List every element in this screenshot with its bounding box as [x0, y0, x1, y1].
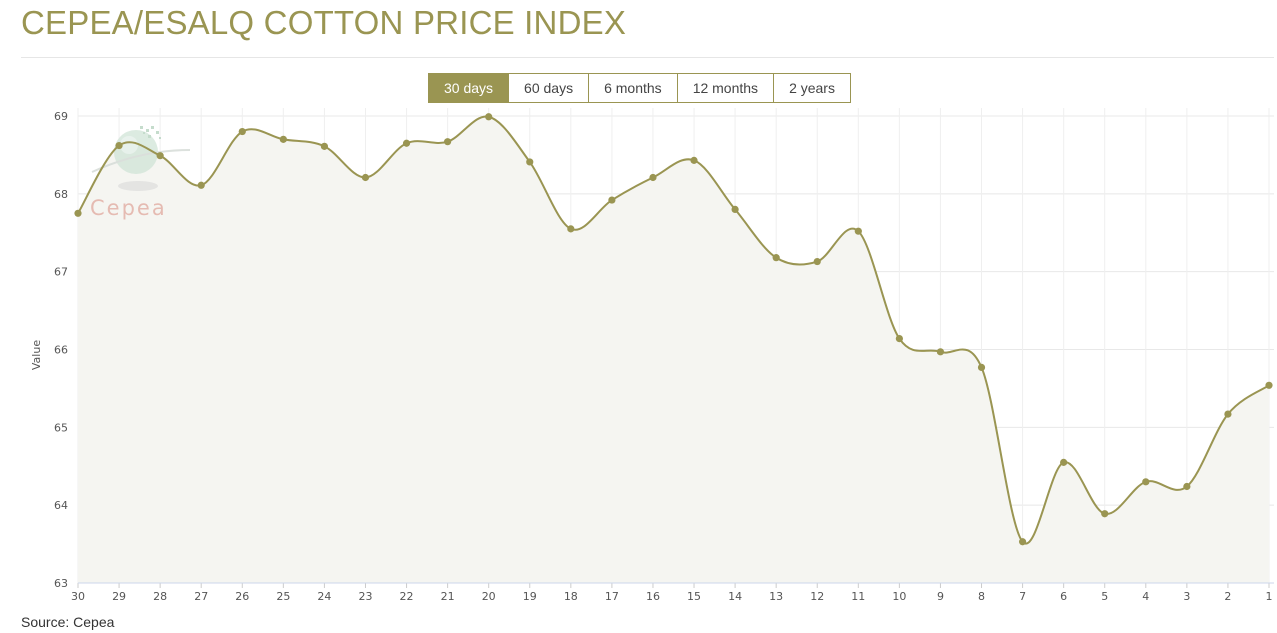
data-point-9[interactable] — [936, 348, 945, 356]
data-point-10[interactable] — [895, 335, 903, 343]
y-tick-label: 63 — [54, 577, 68, 590]
source-note: Source: Cepea — [21, 614, 115, 630]
x-tick-label: 4 — [1142, 590, 1149, 603]
x-tick-label: 7 — [1019, 590, 1026, 603]
data-point-2[interactable] — [1224, 410, 1232, 418]
data-point-17[interactable] — [608, 196, 616, 204]
x-tick-label: 29 — [112, 590, 126, 603]
title-divider — [21, 57, 1274, 58]
data-point-25[interactable] — [279, 135, 287, 143]
x-tick-label: 6 — [1060, 590, 1067, 603]
tab-30-days[interactable]: 30 days — [429, 74, 509, 102]
data-point-7[interactable] — [1018, 538, 1027, 546]
y-tick-label: 67 — [54, 266, 68, 279]
x-tick-label: 26 — [235, 590, 249, 603]
x-tick-label: 2 — [1224, 590, 1231, 603]
range-tabs: 30 days 60 days 6 months 12 months 2 yea… — [428, 73, 851, 103]
data-point-23[interactable] — [361, 173, 370, 182]
x-tick-label: 19 — [523, 590, 537, 603]
x-tick-label: 9 — [937, 590, 944, 603]
data-points — [74, 113, 1273, 546]
x-tick-label: 23 — [358, 590, 372, 603]
data-point-26[interactable] — [238, 127, 246, 136]
x-tick-label: 11 — [851, 590, 865, 603]
data-point-13[interactable] — [772, 254, 780, 262]
y-axis-title: Value — [30, 340, 43, 370]
data-point-12[interactable] — [813, 257, 821, 266]
x-tick-label: 22 — [400, 590, 414, 603]
data-point-15[interactable] — [690, 156, 698, 164]
data-point-8[interactable] — [977, 363, 986, 372]
tab-2-years[interactable]: 2 years — [773, 74, 850, 102]
data-point-6[interactable] — [1060, 458, 1068, 466]
data-point-4[interactable] — [1142, 478, 1150, 486]
watermark-text: Cepea — [90, 196, 167, 220]
data-point-28[interactable] — [156, 152, 164, 160]
x-tick-label: 20 — [482, 590, 496, 603]
y-tick-label: 68 — [54, 188, 68, 201]
data-point-29[interactable] — [115, 141, 123, 150]
data-point-24[interactable] — [320, 142, 329, 150]
x-tick-label: 28 — [153, 590, 167, 603]
x-tick-label: 12 — [810, 590, 824, 603]
x-tick-label: 25 — [276, 590, 290, 603]
data-point-16[interactable] — [649, 173, 657, 182]
x-tick-label: 30 — [71, 590, 85, 603]
x-tick-label: 14 — [728, 590, 742, 603]
x-tick-label: 13 — [769, 590, 783, 603]
x-tick-label: 5 — [1101, 590, 1108, 603]
data-point-1[interactable] — [1265, 381, 1273, 389]
data-point-14[interactable] — [731, 205, 739, 213]
data-point-11[interactable] — [854, 227, 862, 235]
tab-6-months[interactable]: 6 months — [588, 74, 677, 102]
data-point-22[interactable] — [402, 139, 411, 147]
data-point-18[interactable] — [567, 225, 575, 233]
x-tick-label: 18 — [564, 590, 578, 603]
data-point-20[interactable] — [485, 113, 493, 121]
cepea-logo-watermark: Cepea — [90, 126, 191, 220]
data-point-19[interactable] — [526, 158, 534, 166]
data-point-21[interactable] — [444, 138, 452, 146]
data-point-5[interactable] — [1101, 510, 1109, 518]
y-axis: 63 64 65 66 67 68 69 — [54, 110, 68, 590]
x-tick-label: 10 — [892, 590, 906, 603]
y-tick-label: 64 — [54, 499, 68, 512]
tab-12-months[interactable]: 12 months — [676, 74, 774, 102]
y-tick-label: 69 — [54, 110, 68, 123]
data-point-27[interactable] — [197, 181, 205, 189]
x-tick-label: 21 — [441, 590, 455, 603]
x-tick-label: 8 — [978, 590, 985, 603]
tab-60-days[interactable]: 60 days — [508, 74, 589, 102]
x-tick-label: 27 — [194, 590, 208, 603]
series-area — [78, 116, 1269, 583]
x-tick-label: 3 — [1183, 590, 1190, 603]
y-tick-label: 65 — [54, 421, 68, 434]
x-axis: 30 29 28 27 26 25 24 23 22 21 20 19 18 17 16 15 14 13 12 11… — [71, 582, 1274, 603]
page-title: CEPEA/ESALQ COTTON PRICE INDEX — [21, 4, 627, 41]
x-tick-label: 15 — [687, 590, 701, 603]
x-tick-label: 1 — [1266, 590, 1273, 603]
x-tick-label: 16 — [646, 590, 660, 603]
data-point-30[interactable] — [74, 209, 82, 217]
x-tick-label: 24 — [317, 590, 331, 603]
y-tick-label: 66 — [54, 344, 68, 357]
data-point-3[interactable] — [1183, 482, 1191, 491]
x-tick-label: 17 — [605, 590, 619, 603]
